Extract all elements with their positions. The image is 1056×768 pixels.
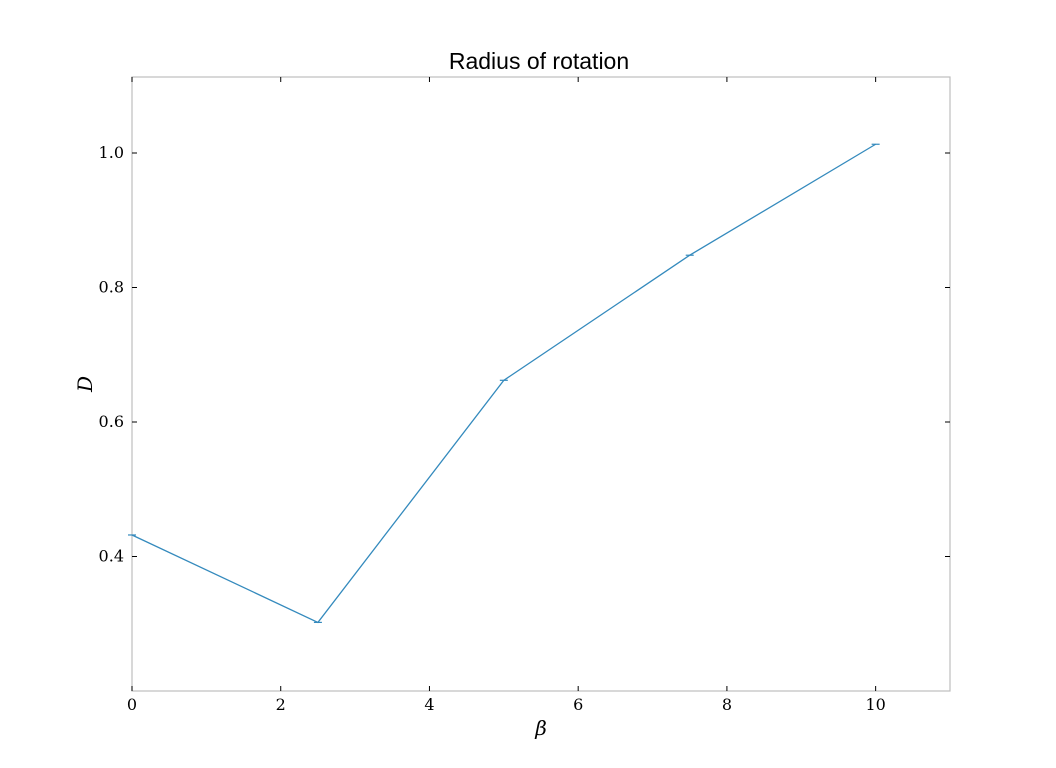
y-tick-label: 0.6 <box>99 412 124 431</box>
x-tick-label: 6 <box>573 695 583 714</box>
y-axis: 0.4 0.6 0.8 1.0 <box>99 143 950 565</box>
plot-area-frame <box>131 76 951 692</box>
x-tick-label: 0 <box>127 695 137 714</box>
chart-title: Radius of rotation <box>449 48 629 74</box>
x-axis: 0 2 4 6 8 10 <box>127 77 886 714</box>
y-tick-label: 0.4 <box>99 546 124 565</box>
x-tick-label: 2 <box>276 695 286 714</box>
y-tick-label: 0.8 <box>99 277 124 296</box>
y-tick-label: 1.0 <box>99 143 124 162</box>
x-tick-label: 10 <box>865 695 885 714</box>
x-tick-label: 8 <box>722 695 732 714</box>
series-line <box>131 143 876 624</box>
y-axis-label: D <box>73 376 97 393</box>
x-axis-label: β <box>534 716 547 740</box>
series-layer <box>128 143 880 624</box>
x-tick-label: 4 <box>424 695 434 714</box>
